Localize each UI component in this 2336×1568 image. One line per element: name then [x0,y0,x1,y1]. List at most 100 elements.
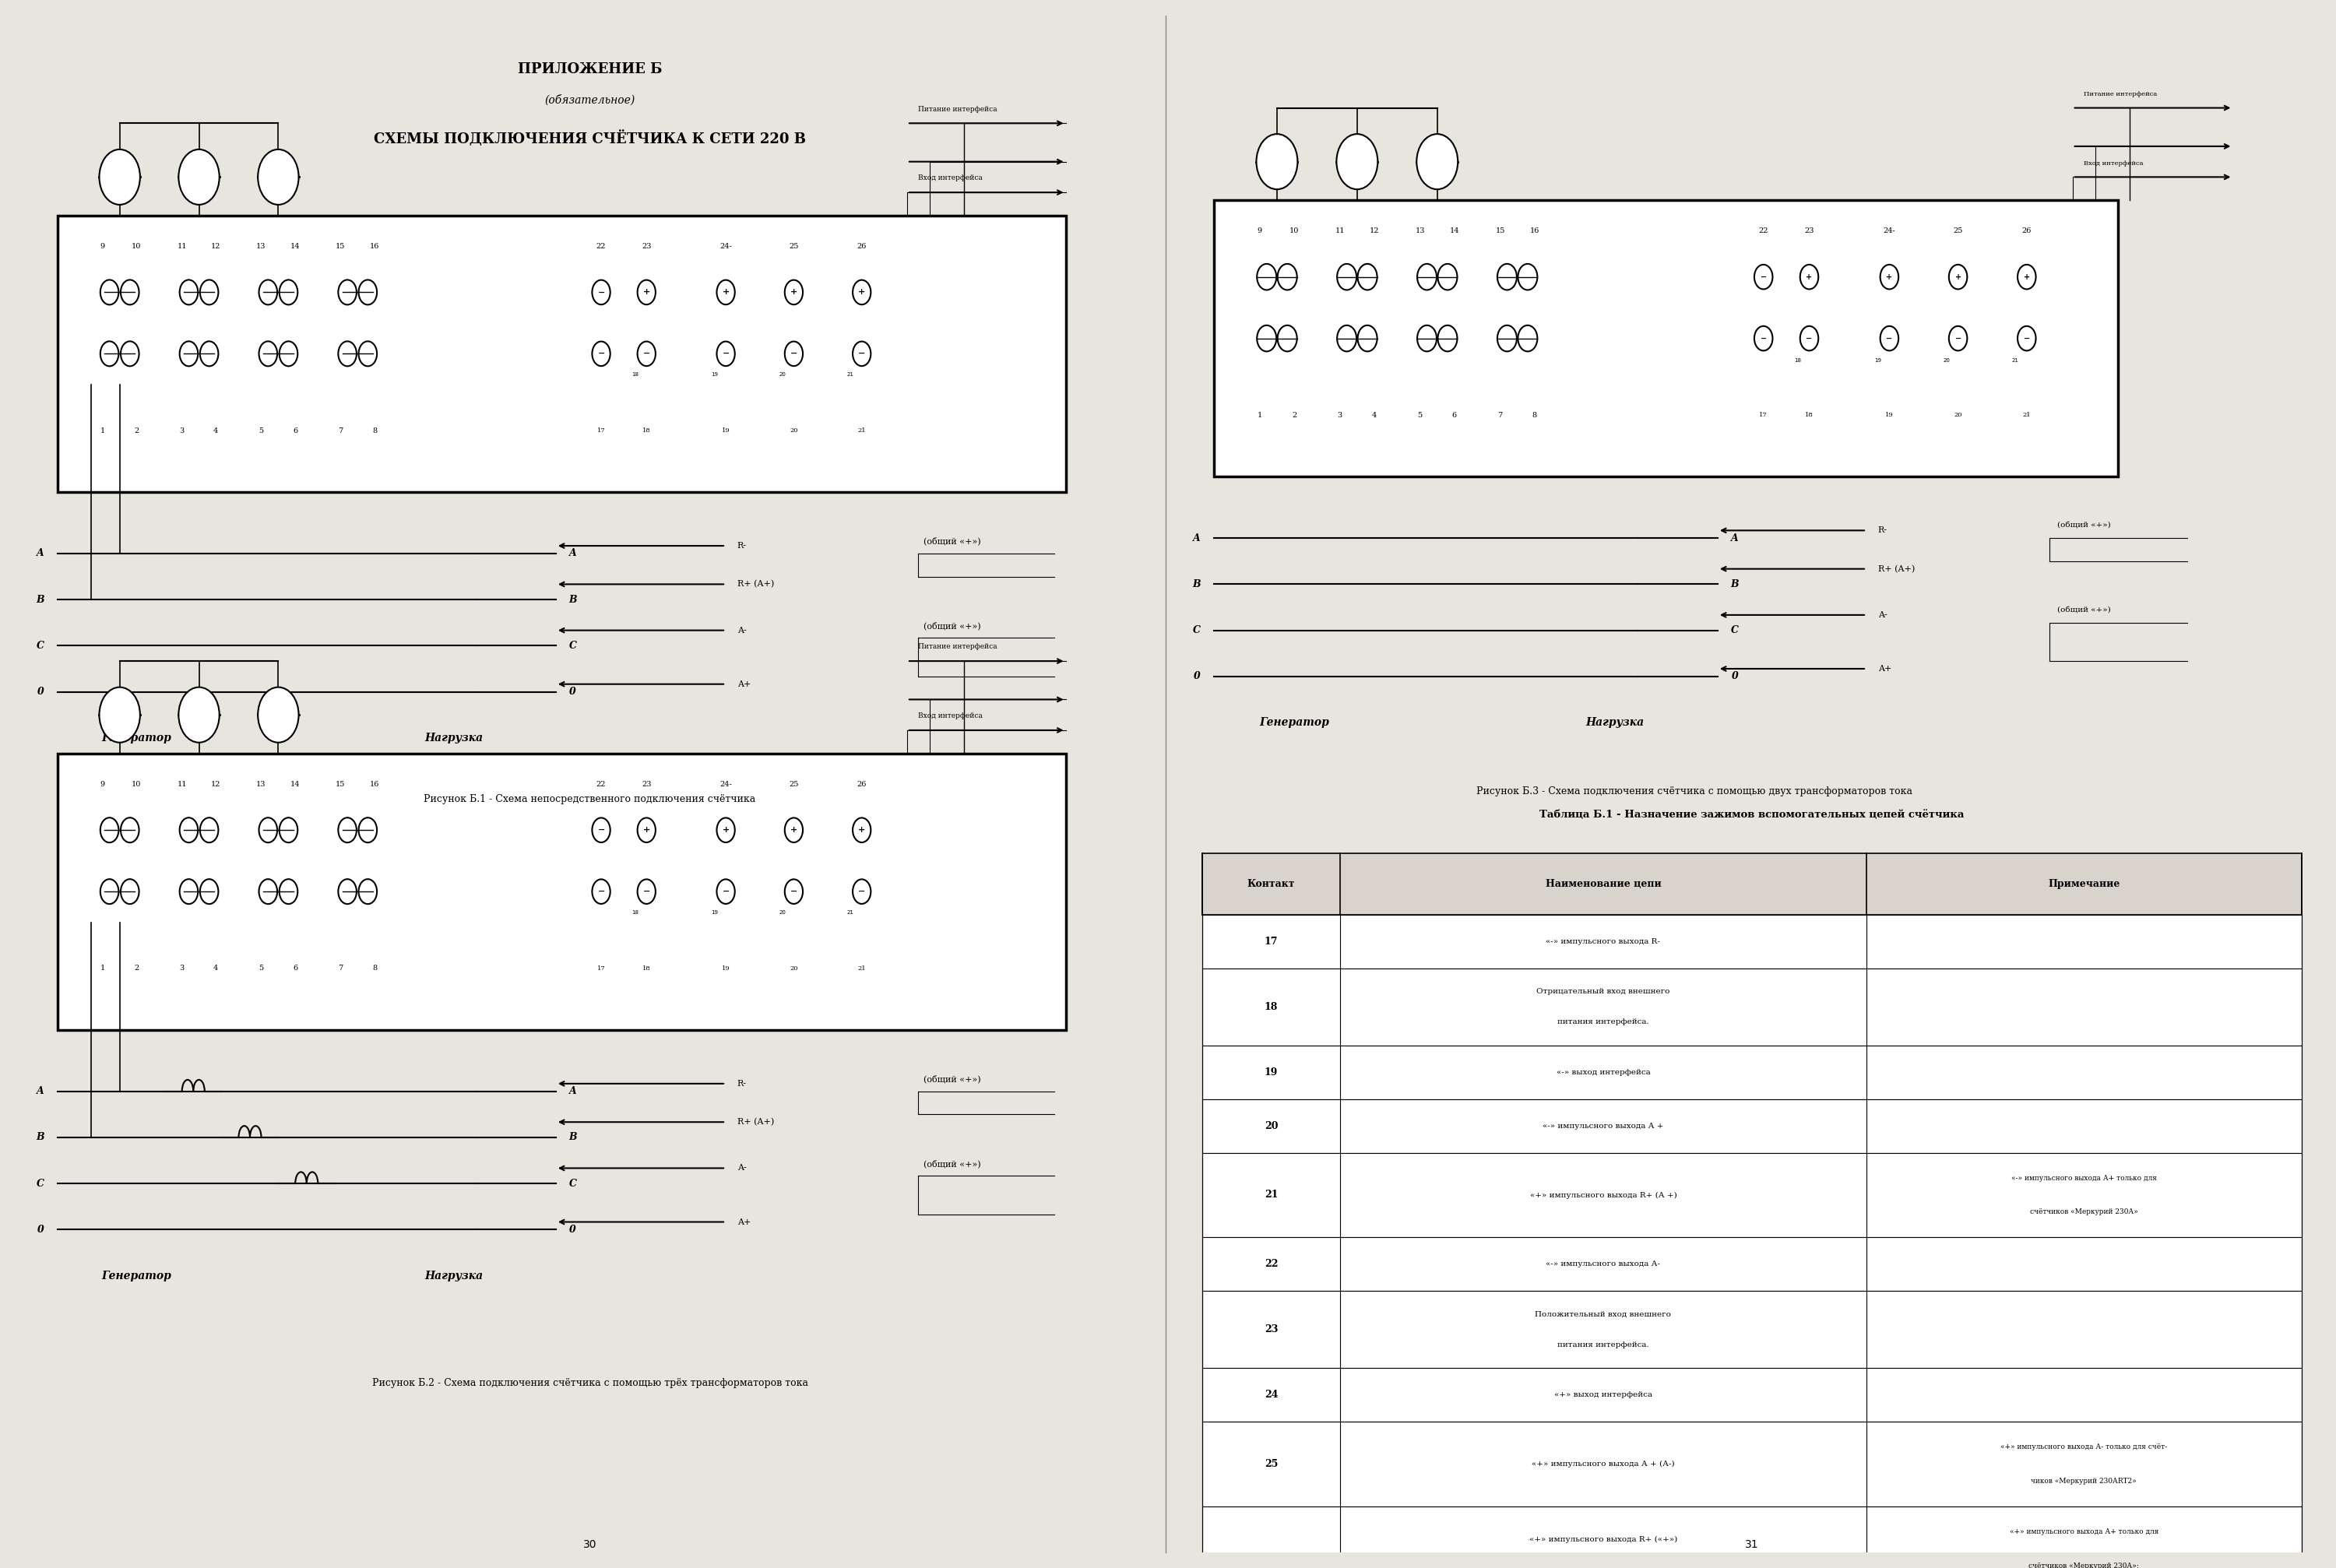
Text: Нагрузка: Нагрузка [425,732,484,743]
Text: питания интерфейса.: питания интерфейса. [1558,1019,1649,1025]
Text: 0: 0 [1194,671,1201,682]
Text: «+» импульсного выхода R+ («+»): «+» импульсного выхода R+ («+») [1530,1535,1677,1543]
Text: +: + [857,826,864,834]
Circle shape [853,342,871,365]
Text: «+» импульсного выхода А- только для счёт-: «+» импульсного выхода А- только для счё… [2000,1444,2168,1450]
Text: −: − [857,350,864,358]
Text: 3: 3 [180,426,185,434]
Circle shape [785,342,804,365]
Circle shape [717,281,736,304]
Text: 21: 21 [848,909,855,914]
Text: 1: 1 [100,426,105,434]
Text: 25: 25 [790,781,799,787]
Text: 20: 20 [1944,359,1951,364]
Bar [1203,1099,2301,1152]
Text: B: B [568,1132,577,1143]
Circle shape [1497,263,1516,290]
Text: Генератор: Генератор [1259,717,1329,728]
Text: 23: 23 [642,243,652,249]
Text: R+ (A+): R+ (A+) [1878,564,1916,572]
Circle shape [257,149,299,205]
Text: C: C [37,641,44,651]
Text: «-» импульсного выхода А+ только для: «-» импульсного выхода А+ только для [2011,1174,2156,1182]
Text: 14: 14 [290,781,299,787]
Text: 7: 7 [1497,412,1502,419]
Text: 4: 4 [213,964,217,972]
Circle shape [180,279,199,304]
Text: 24: 24 [1264,1389,1278,1400]
Text: −: − [598,289,605,296]
Text: 20: 20 [778,909,785,914]
Text: 0: 0 [570,1225,577,1234]
Text: 1: 1 [100,964,105,972]
Text: 19: 19 [1873,359,1880,364]
Text: 19: 19 [722,428,729,434]
Circle shape [339,817,357,842]
Text: 30: 30 [584,1540,596,1551]
Bar [1203,1422,2301,1507]
Text: 3: 3 [180,964,185,972]
Text: 8: 8 [371,964,376,972]
Text: A-: A- [738,627,745,633]
Text: (общий «+»): (общий «+») [923,1159,981,1168]
Circle shape [1418,263,1437,290]
Circle shape [98,687,140,743]
Text: «-» импульсного выхода А +: «-» импульсного выхода А + [1542,1123,1663,1129]
Text: +: + [722,289,729,296]
Text: +: + [642,826,649,834]
Text: 31: 31 [1745,1540,1759,1551]
Bar [1215,201,2119,477]
Text: Питание интерфейса: Питание интерфейса [918,643,997,651]
Text: 17: 17 [598,966,605,972]
Text: 8: 8 [1532,412,1537,419]
Text: 6: 6 [292,964,297,972]
Circle shape [360,342,376,367]
Circle shape [100,342,119,367]
Text: +: + [1806,273,1813,281]
Text: (общий «+»): (общий «+») [923,621,981,630]
Text: 10: 10 [131,243,142,249]
Text: Нагрузка: Нагрузка [1586,717,1645,728]
Text: 18: 18 [1806,412,1813,419]
Text: Отрицательный вход внешнего: Отрицательный вход внешнего [1537,988,1670,996]
Text: −: − [1806,334,1813,342]
Text: 14: 14 [290,243,299,249]
Text: −: − [598,887,605,895]
Text: «+» выход интерфейса: «+» выход интерфейса [1553,1391,1652,1399]
Text: −: − [790,887,797,895]
Circle shape [785,818,804,842]
Circle shape [178,149,220,205]
Circle shape [257,687,299,743]
Text: 26: 26 [857,781,867,787]
Circle shape [280,880,297,905]
Text: 18: 18 [631,909,638,914]
Text: −: − [790,350,797,358]
Circle shape [1754,265,1773,289]
Text: Примечание: Примечание [2049,878,2119,889]
Text: 21: 21 [857,428,867,434]
Circle shape [1948,326,1967,351]
Circle shape [1948,265,1967,289]
Circle shape [121,279,140,304]
Text: C: C [570,1179,577,1189]
Text: 25: 25 [790,243,799,249]
Text: Рисунок Б.1 - Схема непосредственного подключения счётчика: Рисунок Б.1 - Схема непосредственного по… [423,795,757,804]
Circle shape [1418,325,1437,351]
Text: +: + [790,826,797,834]
Text: Питание интерфейса: Питание интерфейса [2084,91,2158,97]
Text: Нагрузка: Нагрузка [425,1270,484,1281]
Text: 12: 12 [210,243,222,249]
Text: −: − [642,350,649,358]
Text: 9: 9 [100,243,105,249]
Circle shape [259,880,278,905]
Text: A: A [570,1087,577,1096]
Text: «-» импульсного выхода R-: «-» импульсного выхода R- [1546,938,1661,946]
Text: A-: A- [738,1165,745,1171]
Text: −: − [722,887,729,895]
Text: −: − [1885,334,1892,342]
Text: (общий «+»): (общий «+») [923,1074,981,1083]
Text: B: B [37,1132,44,1143]
Bar [1203,969,2301,1046]
Text: 5: 5 [259,964,264,972]
Text: R-: R- [738,543,748,550]
